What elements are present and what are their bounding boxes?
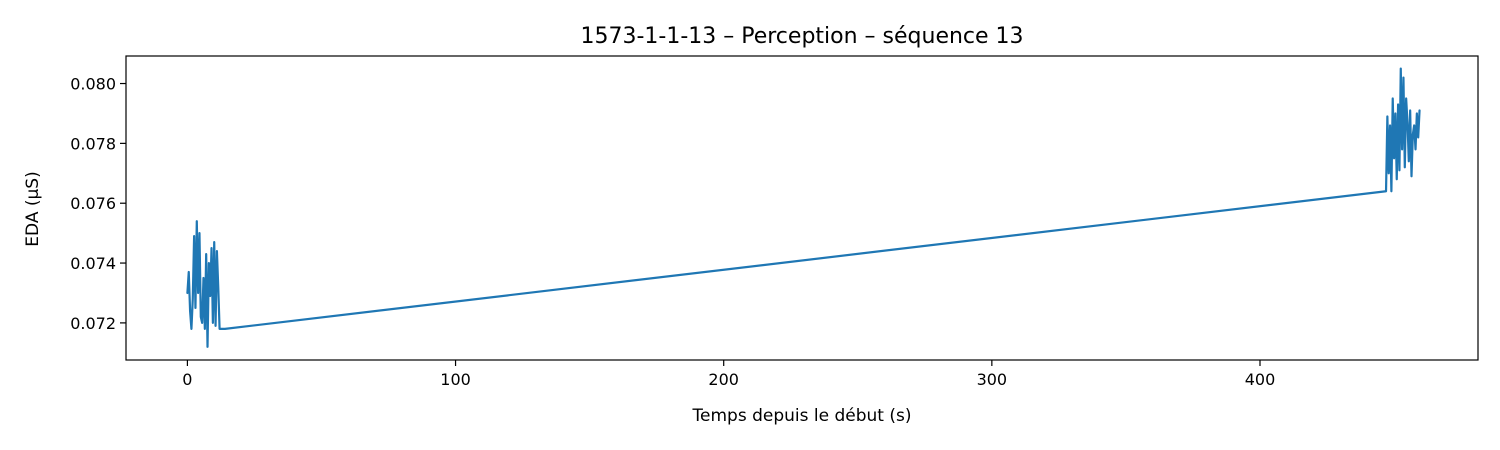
x-tick-label: 0 <box>182 370 192 389</box>
y-tick-label: 0.080 <box>70 75 116 94</box>
y-tick-label: 0.074 <box>70 254 116 273</box>
y-axis-label: EDA (µS) <box>23 171 43 246</box>
y-tick-label: 0.076 <box>70 194 116 213</box>
x-tick-label: 300 <box>977 370 1008 389</box>
x-tick-label: 200 <box>708 370 739 389</box>
plot-series <box>186 67 1421 348</box>
y-tick-label: 0.078 <box>70 134 116 153</box>
axis-ticks: 0 100 200 300 400 0.072 0.074 0.076 0.078 0.080 <box>70 75 1275 389</box>
chart-title: 1573-1-1-13 – Perception – séquence 13 <box>580 24 1023 49</box>
x-tick-label: 400 <box>1245 370 1276 389</box>
x-axis-label: Temps depuis le début (s) <box>692 406 912 426</box>
plot-frame <box>125 55 1479 361</box>
x-tick-label: 100 <box>440 370 471 389</box>
y-tick-label: 0.072 <box>70 314 116 333</box>
eda-series-line <box>186 67 1421 348</box>
